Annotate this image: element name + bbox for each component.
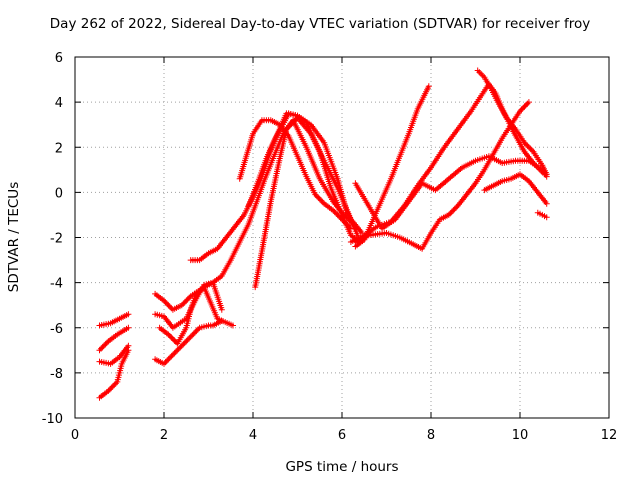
x-tick-label: 6 [338, 428, 346, 443]
series-track-16 [352, 99, 532, 252]
x-tick-label: 2 [160, 428, 168, 443]
plus-markers [245, 110, 363, 245]
y-tick-label: -10 [42, 412, 63, 427]
series-track-11 [245, 110, 363, 245]
series-track-4 [96, 347, 132, 401]
series-track-1 [96, 311, 132, 329]
series-track-8 [156, 114, 365, 347]
plus-markers [96, 347, 132, 401]
y-tick-label: 4 [55, 96, 63, 111]
plus-markers [96, 311, 132, 329]
series-track-15 [347, 81, 548, 245]
grid [75, 57, 609, 418]
y-axis-label: SDTVAR / TECUs [6, 182, 22, 292]
plus-markers [96, 342, 132, 367]
y-tick-label: 2 [55, 141, 63, 156]
plus-markers [481, 171, 550, 207]
series-track-3 [96, 342, 132, 367]
y-tick-label: -4 [50, 277, 63, 292]
plus-markers [156, 114, 365, 347]
x-tick-label: 0 [71, 428, 79, 443]
x-tick-label: 10 [512, 428, 529, 443]
x-tick-label: 8 [427, 428, 435, 443]
series-track-2 [96, 324, 132, 354]
x-tick-label: 12 [601, 428, 618, 443]
y-tick-label: 0 [55, 186, 63, 201]
y-tick-label: -8 [50, 367, 63, 382]
data-marks [96, 67, 550, 401]
y-tick-label: -2 [50, 232, 63, 247]
series-track-10 [236, 117, 354, 232]
chart-title: Day 262 of 2022, Sidereal Day-to-day VTE… [49, 16, 591, 32]
series-track-19 [534, 209, 550, 221]
y-tick-label: -6 [50, 322, 63, 337]
plus-markers [152, 318, 225, 367]
x-tick-label: 4 [249, 428, 257, 443]
plus-markers [252, 117, 359, 291]
series-track-12 [252, 117, 359, 291]
series-track-7 [152, 318, 225, 367]
x-axis-label: GPS time / hours [285, 459, 398, 475]
y-tick-label: 6 [55, 51, 63, 66]
series-track-18 [481, 171, 550, 207]
plus-markers [474, 67, 550, 178]
plus-markers [534, 209, 550, 221]
plus-markers [96, 324, 132, 354]
series-track-17 [474, 67, 550, 178]
axis-ticks: 0 2 4 6 8 10 12 -10 -8 -6 -4 -2 0 2 4 6 [42, 51, 618, 443]
